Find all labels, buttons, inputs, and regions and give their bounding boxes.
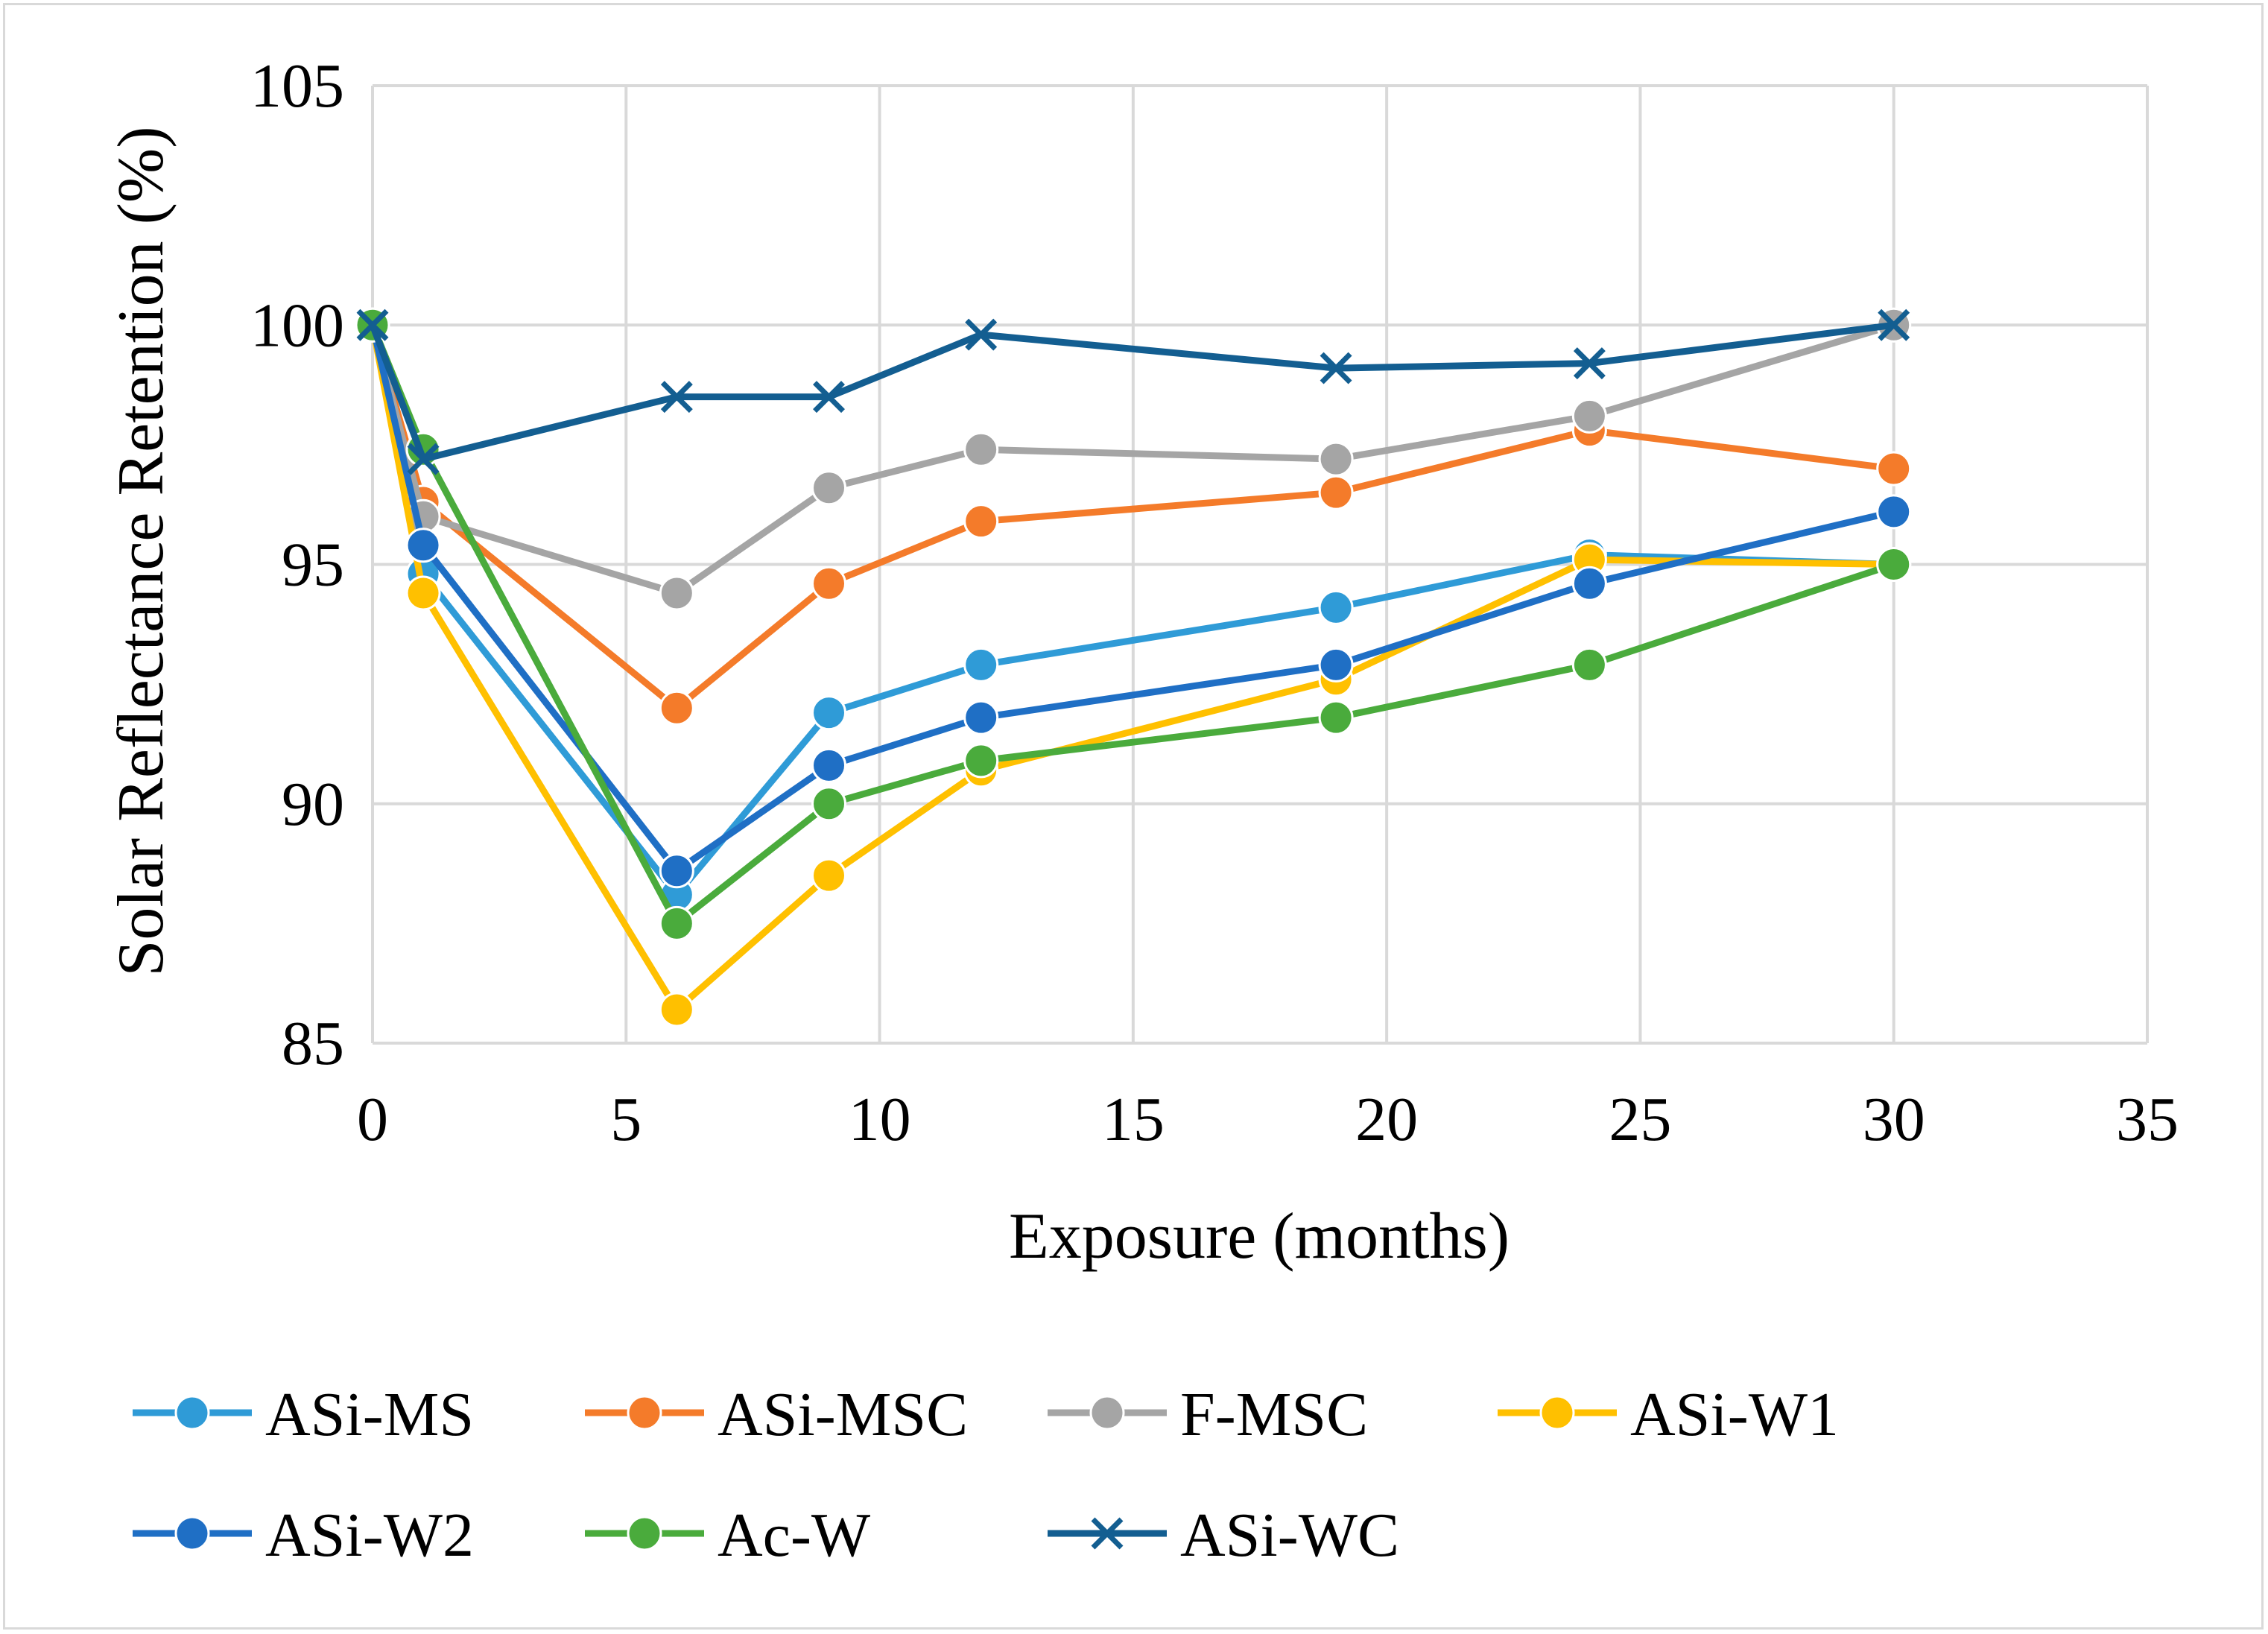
legend-marker-asi-msc [627,1395,662,1431]
legend: ASi-MS ASi-MSC F-MSC ASi-W1 ASi-W2 Ac-W ASi-WC [133,1380,1839,1570]
legend-entry-asi-w2: ASi-W2 [133,1501,474,1570]
legend-marker-asi-ms [174,1395,210,1431]
legend-marker-asi-w1 [1539,1395,1575,1431]
point-asi-msc-19 [1318,475,1354,510]
point-asi-w2-30 [1876,494,1912,530]
point-asi-wc-9 [813,381,845,414]
x-tick-label-25: 25 [1609,1085,1671,1154]
x-tick-label-10: 10 [849,1085,911,1154]
legend-marker-asi-wc [1091,1517,1124,1550]
gridlines [371,84,2149,1045]
legend-label-asi-w2: ASi-W2 [265,1501,474,1570]
legend-label-asi-w1: ASi-W1 [1630,1380,1839,1449]
point-asi-msc-12 [963,504,999,539]
point-asi-ms-9 [811,695,847,731]
point-asi-w1-6 [659,992,694,1027]
point-f-msc-12 [963,431,999,467]
y-tick-label-85: 85 [282,1009,344,1078]
series-line-asi-msc [369,321,1898,712]
point-asi-w2-19 [1318,647,1354,683]
legend-marker-f-msc [1089,1395,1125,1431]
legend-entry-asi-ms: ASi-MS [133,1380,474,1449]
point-ac-w-6 [659,905,694,941]
series-line-asi-w1 [369,321,1898,1013]
point-f-msc-6 [659,575,694,611]
point-asi-w2-12 [963,700,999,735]
point-asi-ms-12 [963,647,999,683]
point-ac-w-30 [1876,547,1912,582]
point-asi-w1-1 [405,575,441,611]
x-tick-label-30: 30 [1863,1085,1925,1154]
legend-label-ac-w: Ac-W [718,1501,871,1570]
point-asi-wc-12 [965,318,998,351]
point-asi-w2-24 [1571,566,1607,601]
legend-entry-asi-wc: ASi-WC [1048,1501,1399,1570]
point-f-msc-24 [1571,398,1607,434]
legend-marker-ac-w [627,1516,662,1551]
y-tick-label-90: 90 [282,770,344,839]
y-tick-label-95: 95 [282,531,344,600]
y-axis-title: Solar Reflectance Retention (%) [105,126,177,976]
point-ac-w-24 [1571,647,1607,683]
legend-marker-asi-w2 [174,1516,210,1551]
series-line-ac-w [369,321,1898,927]
point-asi-wc-30 [1878,308,1910,341]
legend-label-asi-ms: ASi-MS [265,1380,474,1449]
legend-entry-f-msc: F-MSC [1048,1380,1368,1449]
y-tick-label-105: 105 [250,51,344,121]
x-tick-label-0: 0 [357,1085,388,1154]
point-asi-wc-1 [407,443,440,475]
point-asi-msc-30 [1876,451,1912,487]
legend-label-asi-wc: ASi-WC [1180,1501,1399,1570]
y-tick-label-100: 100 [250,291,344,360]
point-asi-w1-9 [811,858,847,893]
legend-label-asi-msc: ASi-MSC [718,1380,968,1449]
series-line-asi-w2 [369,321,1898,875]
point-asi-w2-6 [659,853,694,889]
point-asi-w2-1 [405,528,441,563]
point-asi-w2-9 [811,747,847,783]
legend-label-f-msc: F-MSC [1180,1380,1368,1449]
series-lines [355,307,1912,1027]
y-tick-labels: 85 90 95 100 105 [250,51,344,1078]
series-line-asi-ms [369,321,1898,899]
point-asi-wc-6 [660,381,693,414]
x-tick-label-5: 5 [610,1085,642,1154]
point-f-msc-9 [811,470,847,506]
series-line-asi-wc [369,321,1898,463]
x-tick-label-20: 20 [1355,1085,1418,1154]
series-asi-wc [356,308,1910,475]
point-f-msc-19 [1318,441,1354,477]
point-asi-wc-0 [356,308,389,341]
point-ac-w-9 [811,786,847,822]
x-tick-label-15: 15 [1102,1085,1165,1154]
x-tick-labels: 0 5 10 15 20 25 30 35 [357,1085,2179,1154]
point-ac-w-19 [1318,700,1354,735]
legend-entry-asi-msc: ASi-MSC [585,1380,968,1449]
point-asi-msc-6 [659,690,694,726]
point-asi-wc-19 [1320,352,1352,384]
legend-entry-ac-w: Ac-W [585,1501,871,1570]
legend-entry-asi-w1: ASi-W1 [1498,1380,1839,1449]
x-axis-title: Exposure (months) [1009,1200,1510,1273]
point-asi-wc-24 [1573,347,1606,380]
point-asi-ms-19 [1318,589,1354,625]
point-ac-w-12 [963,743,999,779]
point-asi-msc-9 [811,566,847,601]
x-tick-label-35: 35 [2116,1085,2179,1154]
